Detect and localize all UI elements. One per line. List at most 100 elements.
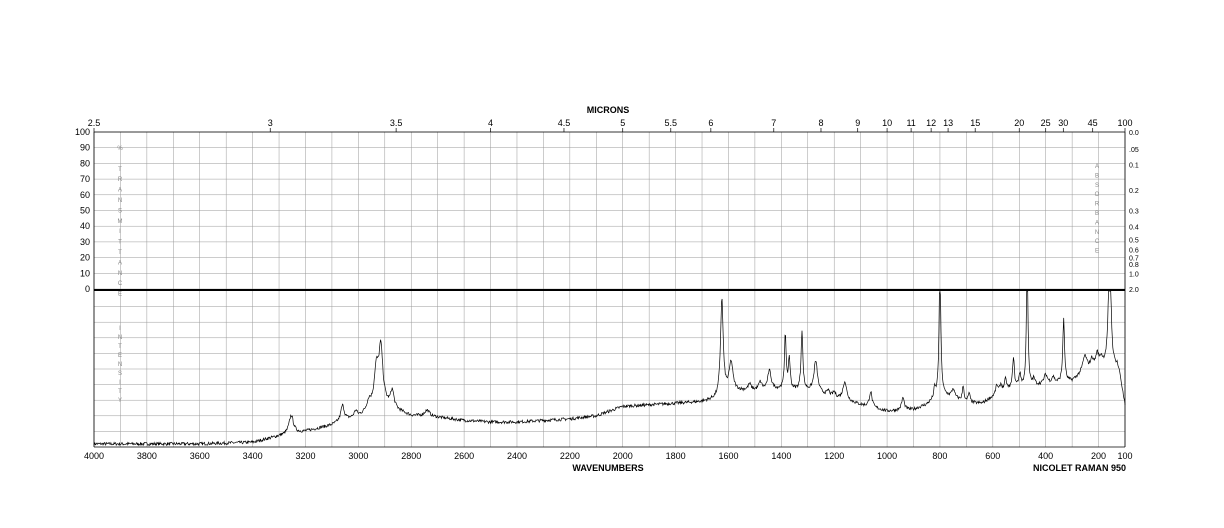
right-axis-tick-label: 0.6 — [1129, 248, 1139, 255]
vertical-label-letter: E — [1095, 249, 1099, 255]
vertical-label-letter: R — [118, 177, 123, 183]
right-axis-tick-label: 2.0 — [1129, 287, 1139, 294]
vertical-label-letter: A — [1095, 164, 1099, 170]
vertical-label-letter: A — [1095, 220, 1099, 226]
vertical-label-letter: T — [118, 250, 122, 256]
top-axis-tick-label: 13 — [943, 118, 953, 128]
top-axis-tick-label: 7 — [771, 118, 776, 128]
right-axis-tick-label: 0.8 — [1129, 262, 1139, 269]
vertical-label-letter: N — [118, 335, 122, 341]
vertical-label-letter: I — [119, 229, 121, 235]
top-axis-tick-label: 11 — [906, 118, 915, 128]
vertical-label-letter: A — [118, 188, 122, 194]
vertical-label-letter: N — [118, 271, 122, 277]
vertical-label-letter: % — [117, 146, 123, 152]
top-axis-tick-label: 10 — [882, 118, 892, 128]
bottom-axis-tick-label: 3000 — [348, 451, 368, 461]
vertical-label-letter: N — [118, 198, 122, 204]
vertical-label-letter: T — [118, 389, 122, 395]
top-axis-tick-label: 30 — [1058, 118, 1068, 128]
bottom-axis-tick-label: 1200 — [824, 451, 844, 461]
top-axis-tick-label: 4 — [488, 118, 493, 128]
spectrum-line — [93, 290, 1126, 447]
instrument-label: NICOLET RAMAN 950 — [1033, 463, 1126, 473]
vertical-label-letter: M — [118, 219, 123, 225]
left-axis-tick-label: 70 — [80, 174, 90, 184]
vertical-label-letter: T — [118, 240, 122, 246]
bottom-axis-tick-label: 2000 — [613, 451, 633, 461]
plot-area — [93, 290, 1126, 447]
right-axis-tick-label: 0.1 — [1129, 162, 1139, 169]
top-axis-title: MICRONS — [587, 105, 630, 115]
right-axis-tick-label: 1.0 — [1129, 271, 1139, 278]
left-axis-tick-label: 80 — [80, 158, 90, 168]
bottom-axis-tick-label: 3200 — [295, 451, 315, 461]
bottom-axis-tick-label: 800 — [932, 451, 947, 461]
left-axis-tick-label: 10 — [80, 268, 90, 278]
panel-divider — [94, 289, 1125, 291]
bottom-axis-tick-label: 2200 — [560, 451, 580, 461]
right-axis-tick-label: .05 — [1129, 147, 1139, 154]
bottom-axis-tick-label: 1400 — [771, 451, 791, 461]
vertical-label-letter: E — [118, 292, 122, 298]
bottom-axis-tick-label: 3800 — [137, 451, 157, 461]
top-axis-tick-label: 20 — [1014, 118, 1024, 128]
top-axis-tick-label: 3.5 — [390, 118, 403, 128]
vertical-label-letter: A — [118, 260, 122, 266]
top-axis-tick-label: 25 — [1041, 118, 1051, 128]
bottom-axis-tick-label: 3400 — [243, 451, 263, 461]
left-axis-tick-label: 30 — [80, 237, 90, 247]
bottom-axis-tick-label: 100 — [1117, 451, 1132, 461]
left-axis-tick-label: 90 — [80, 143, 90, 153]
vertical-label-letter: O — [1095, 192, 1100, 198]
left-axis-tick-label: 20 — [80, 253, 90, 263]
top-axis-tick-label: 15 — [970, 118, 980, 128]
axes: 2.5 3 3.5 4 4.5 5 5.5 6 7 8 9 10 11 12 13 15 20 25 30 45 100… — [75, 118, 1139, 461]
right-axis-tick-label: 0.4 — [1129, 224, 1139, 231]
bottom-axis-tick-label: 4000 — [84, 451, 104, 461]
left-axis-tick-label: 100 — [75, 127, 90, 137]
top-axis-tick-label: 4.5 — [558, 118, 571, 128]
bottom-axis-tick-label: 3600 — [190, 451, 210, 461]
vertical-label-letter: T — [118, 167, 122, 173]
vertical-label-letter: I — [119, 380, 121, 386]
vertical-label-letter: S — [118, 208, 122, 214]
top-axis-tick-label: 9 — [855, 118, 860, 128]
right-axis-tick-label: 0.3 — [1129, 208, 1139, 215]
bottom-axis-tick-label: 1000 — [877, 451, 897, 461]
vertical-label-letter: R — [1095, 202, 1100, 208]
left-axis-tick-label: 0 — [85, 284, 90, 294]
top-axis-tick-label: 45 — [1088, 118, 1098, 128]
vertical-label-letter: C — [118, 281, 123, 287]
bottom-axis-tick-label: 1600 — [718, 451, 738, 461]
right-axis-tick-label: 0.5 — [1129, 237, 1139, 244]
left-axis-tick-label: 50 — [80, 206, 90, 216]
top-axis-tick-label: 2.5 — [88, 118, 101, 128]
top-axis-tick-label: 12 — [926, 118, 936, 128]
right-axis-tick-label: 0.7 — [1129, 256, 1139, 263]
top-axis-tick-label: 100 — [1117, 118, 1132, 128]
bottom-axis-title: WAVENUMBERS — [572, 463, 643, 473]
top-axis-tick-label: 5.5 — [665, 118, 678, 128]
vertical-label-letter: T — [118, 344, 122, 350]
vertical-label-letter: Y — [118, 398, 122, 404]
bottom-axis-tick-label: 1800 — [666, 451, 686, 461]
bottom-axis-tick-label: 2400 — [507, 451, 527, 461]
left-axis-tick-label: 60 — [80, 190, 90, 200]
vertical-label-letter: N — [1095, 230, 1099, 236]
vertical-label-letter: S — [1095, 183, 1099, 189]
right-axis-tick-label: 0.0 — [1129, 130, 1139, 137]
top-axis-tick-label: 8 — [818, 118, 823, 128]
bottom-axis-tick-label: 2800 — [401, 451, 421, 461]
vertical-label-letter: C — [1095, 239, 1100, 245]
bottom-axis-tick-label: 400 — [1038, 451, 1053, 461]
right-axis-tick-label: 0.2 — [1129, 188, 1139, 195]
top-axis-tick-label: 5 — [620, 118, 625, 128]
top-axis-tick-label: 6 — [708, 118, 713, 128]
vertical-label-letter: I — [119, 326, 121, 332]
